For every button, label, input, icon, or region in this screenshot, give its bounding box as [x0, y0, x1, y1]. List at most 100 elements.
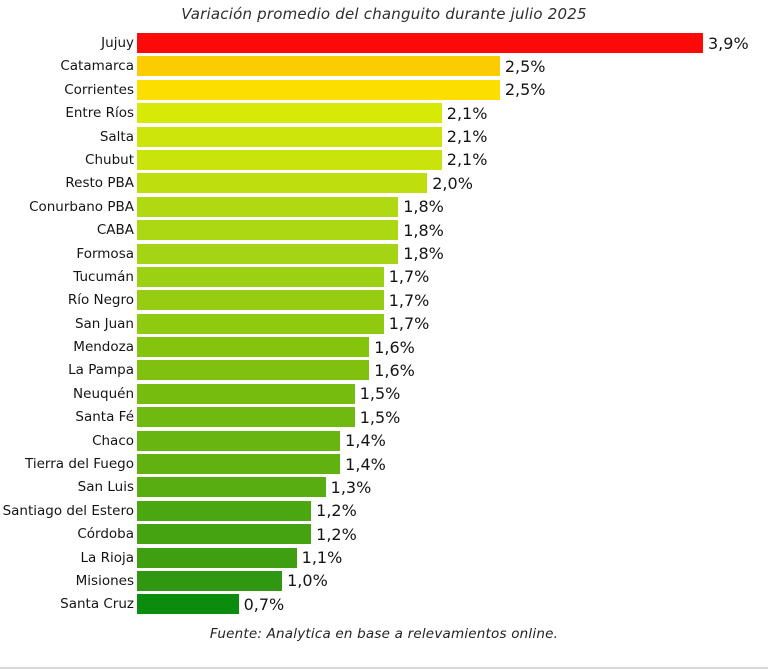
bar [137, 266, 384, 287]
bar [137, 103, 442, 124]
bar-row: Misiones 1,0% [0, 570, 768, 591]
bar-row: Tierra del Fuego 1,4% [0, 454, 768, 475]
value-label: 1,3% [330, 477, 372, 497]
bar [137, 56, 500, 77]
category-label: Resto PBA [65, 175, 134, 192]
bar [137, 33, 703, 53]
category-label: Santa Cruz [60, 596, 134, 613]
value-label: 1,8% [403, 220, 444, 240]
category-label: Córdoba [77, 526, 134, 543]
source-caption: Fuente: Analytica en base a relevamiento… [209, 626, 559, 643]
bar-row: Mendoza 1,6% [0, 337, 768, 358]
bar [137, 547, 297, 568]
value-label: 1,6% [374, 360, 415, 380]
category-label: Tucumán [73, 268, 134, 285]
bar-row: Conurbano PBA 1,8% [0, 196, 768, 217]
category-label: San Juan [74, 315, 134, 332]
bar [137, 360, 370, 381]
bar [137, 383, 355, 404]
category-label: Tierra del Fuego [25, 456, 134, 473]
value-label: 1,2% [316, 524, 357, 544]
bar [137, 454, 341, 475]
bar [137, 477, 326, 498]
category-label: Neuquén [73, 385, 134, 402]
bar [137, 430, 341, 451]
bar-row: San Luis 1,3% [0, 477, 768, 498]
category-label: Chubut [85, 151, 134, 168]
category-label: La Pampa [68, 362, 134, 379]
bar-chart: Jujuy 3,9% Catamarca 2,5% Corrientes 2,5% Entr… [0, 33, 768, 615]
category-label: Salta [99, 128, 134, 145]
bar [137, 594, 239, 615]
bar [137, 290, 384, 311]
category-label: Santa Fé [75, 409, 134, 426]
value-label: 1,8% [403, 244, 444, 264]
value-label: 1,7% [388, 290, 430, 310]
bar-row: Neuquén 1,5% [0, 383, 768, 404]
bar-row: Tucumán 1,7% [0, 266, 768, 287]
bar-row: Río Negro 1,7% [0, 290, 768, 311]
category-label: Catamarca [60, 58, 134, 75]
value-label: 1,8% [403, 197, 444, 217]
value-label: 1,5% [359, 407, 401, 427]
bar [137, 79, 500, 100]
value-label: 2,0% [432, 173, 473, 193]
bar-row: CABA 1,8% [0, 220, 768, 241]
category-label: Conurbano PBA [29, 198, 134, 215]
chart-page: Variación promedio del changuito durante… [0, 5, 768, 669]
chart-title: Variación promedio del changuito durante… [181, 5, 587, 23]
value-label: 1,6% [374, 337, 415, 357]
bar [137, 196, 399, 217]
bar [137, 243, 399, 264]
bar-row: La Rioja 1,1% [0, 547, 768, 568]
value-label: 1,5% [359, 384, 401, 404]
bar-row: Resto PBA 2,0% [0, 173, 768, 194]
bar-row: Santa Cruz 0,7% [0, 594, 768, 615]
bar [137, 524, 312, 545]
bar [137, 313, 384, 334]
value-label: 1,2% [316, 501, 357, 521]
category-label: San Luis [77, 479, 134, 496]
category-label: Mendoza [73, 339, 134, 356]
bar [137, 570, 283, 591]
bar [137, 173, 428, 194]
bar-row: Santa Fé 1,5% [0, 407, 768, 428]
value-label: 3,9% [708, 33, 749, 53]
bar [137, 407, 355, 428]
bar [137, 500, 312, 521]
bar [137, 337, 370, 358]
bar-row: Formosa 1,8% [0, 243, 768, 264]
value-label: 2,1% [446, 127, 488, 147]
category-label: CABA [96, 222, 134, 239]
bar-row: Santiago del Estero 1,2% [0, 500, 768, 521]
value-label: 2,5% [504, 56, 546, 76]
bar-row: Entre Ríos 2,1% [0, 103, 768, 124]
category-label: Misiones [75, 572, 134, 589]
bar-row: Salta 2,1% [0, 126, 768, 147]
category-label: Chaco [92, 432, 134, 449]
value-label: 1,4% [345, 454, 386, 474]
bottom-strip [0, 667, 768, 669]
value-label: 1,1% [301, 548, 343, 568]
category-label: Corrientes [64, 81, 134, 98]
bar-row: Corrientes 2,5% [0, 79, 768, 100]
value-label: 1,7% [388, 314, 430, 334]
bar-row: Córdoba 1,2% [0, 524, 768, 545]
value-label: 1,0% [287, 571, 328, 591]
category-label: La Rioja [80, 549, 135, 566]
bar-row: Jujuy 3,9% [0, 33, 768, 53]
value-label: 2,1% [446, 103, 488, 123]
bar [137, 126, 442, 147]
value-label: 1,7% [388, 267, 430, 287]
bar-row: Catamarca 2,5% [0, 56, 768, 77]
bar-row: San Juan 1,7% [0, 313, 768, 334]
value-label: 2,1% [446, 150, 488, 170]
bar [137, 220, 399, 241]
category-label: Entre Ríos [65, 105, 134, 122]
bar-row: Chaco 1,4% [0, 430, 768, 451]
category-label: Jujuy [101, 35, 134, 51]
category-label: Río Negro [67, 292, 134, 309]
bar [137, 149, 442, 170]
value-label: 0,7% [243, 594, 285, 614]
bar-row: Chubut 2,1% [0, 149, 768, 170]
